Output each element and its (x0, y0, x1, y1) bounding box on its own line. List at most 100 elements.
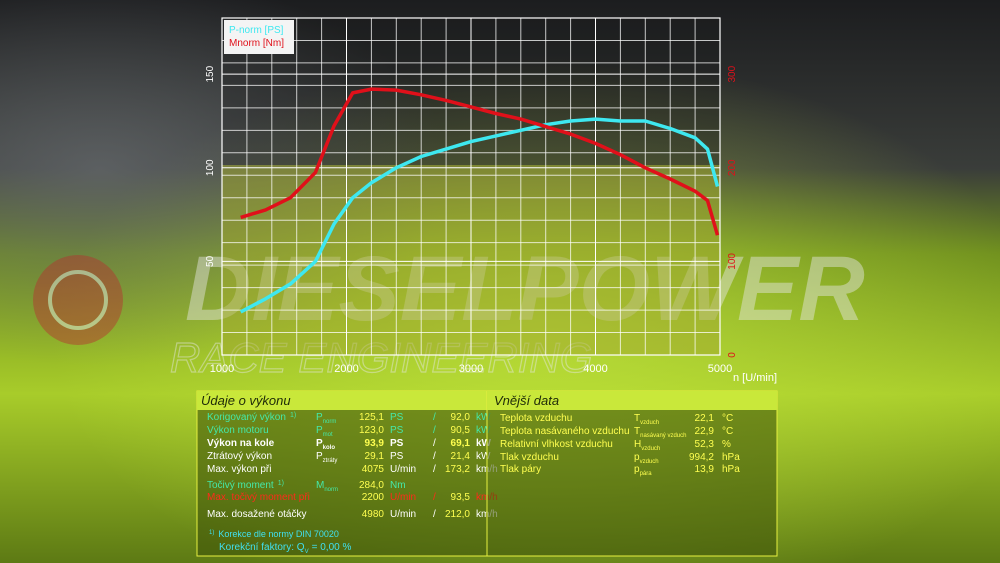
row-label: Max. výkon při (207, 464, 271, 475)
row-value: 212,0 (445, 509, 470, 520)
row-symbol: Pmot (316, 425, 333, 438)
row-unit: % (722, 439, 731, 450)
x-tick-label: 1000 (210, 363, 234, 375)
row-unit: Nm (390, 480, 406, 491)
row-label: Relativní vlhkost vzduchu (500, 439, 613, 450)
row-value: 93,9 (365, 438, 385, 449)
row-unit: hPa (722, 452, 740, 463)
row-unit: kW (476, 412, 491, 423)
panel-body (196, 390, 488, 557)
row-label: Tlak vzduchu (500, 452, 559, 463)
row-value: 994,2 (689, 452, 714, 463)
row-label: Ztrátový výkon (207, 451, 272, 462)
row-unit: PS (390, 425, 404, 436)
x-tick-label: 4000 (583, 363, 607, 375)
row-symbol: Pztráty (316, 451, 337, 464)
factor-sub: V (305, 549, 309, 555)
row-label-text: Max. dosažené otáčky (207, 509, 307, 520)
x-axis-label: n [U/min] (733, 372, 777, 384)
row-value: 2200 (362, 492, 385, 503)
row-symbol-sub: vzduch (640, 459, 659, 465)
watermark-brand: DIESELPOWER (185, 238, 865, 340)
row-label: Max. točivý moment při (207, 492, 310, 503)
row-unit: PS (390, 438, 404, 449)
x-tick-label: 3000 (459, 363, 483, 375)
chart: 50 100 150 0 100 200 300 1000 2000 3000 4000 5000n … (205, 17, 777, 384)
row-value: 52,3 (695, 439, 715, 450)
y-tick-label: 150 (205, 65, 216, 82)
y2-tick-label: 300 (727, 65, 738, 82)
row-symbol-main: H (634, 439, 641, 450)
row-value: 21,4 (451, 451, 471, 462)
row-symbol-sub: vzduch (641, 446, 660, 452)
row-unit: U/min (390, 492, 416, 503)
row-unit: U/min (390, 509, 416, 520)
row-symbol: Pkolo (316, 438, 335, 451)
row-symbol-main: M (316, 480, 324, 491)
row-symbol-sub: pára (640, 471, 653, 477)
watermark-tagline: RACE ENGINEERING (170, 334, 592, 381)
row-symbol: Pnorm (316, 412, 336, 425)
watermark: DIESELPOWER RACE ENGINEERING (33, 238, 865, 382)
row-separator: / (433, 412, 436, 423)
row-unit: °C (722, 426, 733, 437)
row-label-text: Výkon motoru (207, 425, 269, 436)
row-label: Tlak páry (500, 464, 541, 475)
row-label-text: Výkon na kole (207, 438, 275, 449)
panel-title: Vnější data (494, 393, 559, 408)
x-tick-label: 5000 (708, 363, 732, 375)
row-symbol-main: P (316, 451, 323, 462)
row-label: Korigovaný výkon 1) (207, 412, 296, 423)
row-symbol: Hvzduch (634, 439, 660, 452)
row-separator: / (433, 464, 436, 475)
row-label-text: Ztrátový výkon (207, 451, 272, 462)
panel-header (197, 391, 487, 410)
row-label: Teplota nasávaného vzduchu (500, 426, 630, 437)
row-symbol-main: T (634, 426, 640, 437)
row-label-text: Tlak vzduchu (500, 452, 559, 463)
row-value: 22,9 (695, 426, 715, 437)
row-label: Max. dosažené otáčky (207, 509, 307, 520)
factor-label: Korekční faktory: Q (219, 542, 305, 553)
row-value: 92,0 (451, 412, 471, 423)
row-unit: °C (722, 413, 733, 424)
row-value: 125,1 (359, 412, 384, 423)
logo-ring (48, 270, 108, 330)
row-separator: / (433, 509, 436, 520)
panel-title: Údaje o výkonu (201, 393, 291, 408)
row-symbol-main: T (634, 413, 640, 424)
row-value: 29,1 (365, 451, 385, 462)
row-symbol: Tvzduch (634, 413, 659, 426)
row-value: 90,5 (451, 425, 471, 436)
row-symbol-sub: norm (323, 419, 337, 425)
row-label-text: Korigovaný výkon (207, 412, 286, 423)
row-symbol: pvzduch (634, 452, 659, 465)
plot-border (221, 17, 721, 356)
row-unit: PS (390, 451, 404, 462)
row-label-text: Relativní vlhkost vzduchu (500, 439, 613, 450)
logo-circle (33, 255, 123, 345)
y2-tick-label: 200 (727, 159, 738, 176)
y-tick-label: 50 (205, 255, 216, 267)
row-separator: / (433, 492, 436, 503)
row-unit: hPa (722, 464, 740, 475)
legend-entry: P-norm [PS] (229, 25, 284, 36)
row-separator: / (433, 451, 436, 462)
series-line (240, 87, 720, 236)
row-value: 22,1 (695, 413, 715, 424)
row-value: 123,0 (359, 425, 384, 436)
series-line (239, 117, 720, 314)
row-unit: kW (476, 451, 491, 462)
row-note: 1) (278, 480, 284, 487)
row-value: 13,9 (695, 464, 715, 475)
row-symbol-sub: mot (323, 432, 333, 438)
row-symbol-sub: kolo (323, 445, 336, 451)
row-symbol: Tnasávaný vzduch (634, 426, 686, 439)
row-separator: / (433, 438, 436, 449)
y2-tick-label: 100 (727, 253, 738, 270)
panel-header (487, 391, 777, 410)
footnote: 1) Korekce dle normy DIN 70020 (209, 529, 339, 539)
row-symbol-main: p (634, 452, 640, 463)
tables: Údaje o výkonu Korigovaný výkon 1) Pnorm 125… (196, 390, 778, 557)
row-label-text: Max. točivý moment při (207, 492, 310, 503)
